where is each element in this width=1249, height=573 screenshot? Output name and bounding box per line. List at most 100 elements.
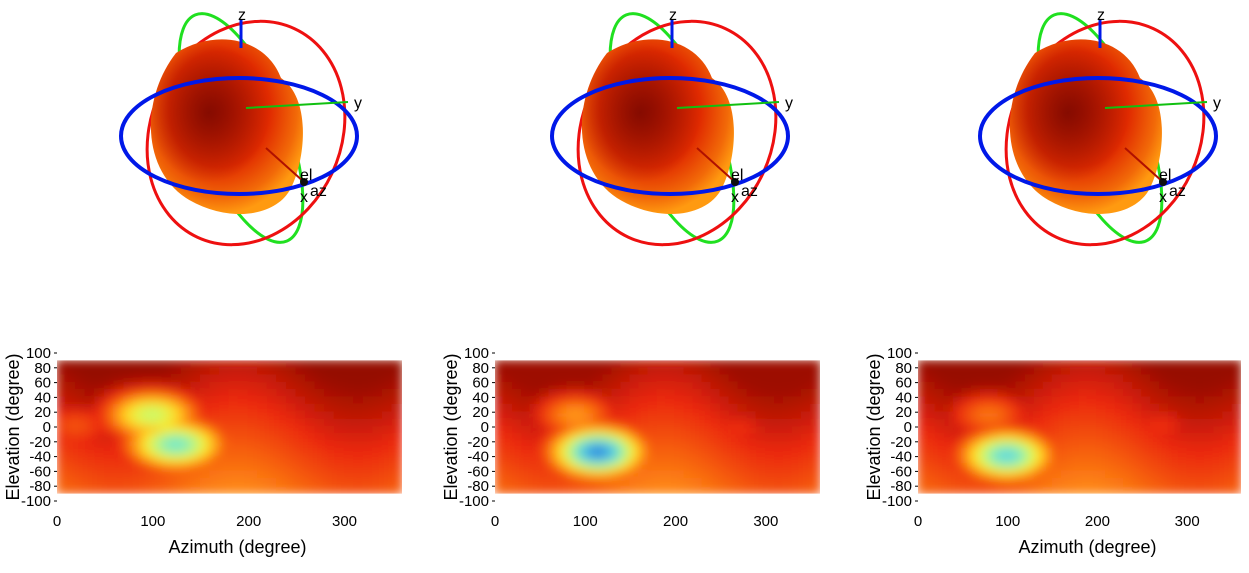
heatmap-cell [728,396,740,406]
heatmap-cell [728,418,740,428]
heatmap-cell [57,463,68,473]
heatmap-cell [1024,381,1036,391]
heatmap-cell [791,411,803,421]
heatmap-cell [1060,448,1072,458]
heatmap-cell [1114,374,1126,384]
heatmap-cell [1087,389,1099,399]
heatmap-cell [1087,396,1099,406]
heatmap-cell [276,477,288,488]
heatmap-cell [943,403,955,414]
heatmap-cell [381,411,394,421]
heatmap-cell [970,396,982,406]
heatmap-cell [1105,403,1117,414]
heatmap-cell [1096,366,1108,377]
heatmap-cell [1105,374,1117,384]
heatmap-cell [979,485,991,494]
heatmap-cell [228,411,241,421]
heatmap-cell [123,411,135,421]
heatmap-cell [276,463,288,473]
heatmap-cell [970,485,982,494]
heatmap-cell [692,477,704,488]
heatmap-cell [800,403,812,414]
heatmap-cell [548,411,560,421]
heatmap-cell [970,411,982,421]
y-tick-label: -80 [467,478,489,495]
heatmap-cell [343,426,356,436]
heatmap-cell [575,433,587,443]
heatmap-cell [548,389,560,399]
heatmap-cell [190,455,202,465]
heatmap-cell [1024,418,1036,428]
heatmap-cell [557,396,569,406]
heatmap-cell [773,366,785,377]
heatmap-cell [918,448,928,458]
heatmap-cell [113,381,126,391]
heatmap-cell [381,418,394,428]
heatmap-cell [997,433,1009,443]
heatmap-cell [65,374,78,384]
heatmap-cell [934,433,946,443]
heatmap-cell [333,389,346,399]
heatmap-cell [611,485,623,494]
heatmap-cell [171,433,183,443]
heatmap-cell [1168,463,1180,473]
heatmap-cell [199,477,212,488]
heatmap-cell [584,411,596,421]
heatmap-cell [1069,455,1081,465]
heatmap-cell [343,403,356,414]
heatmap-cell [548,463,560,473]
heatmap-cell [1114,470,1126,480]
heatmap-cell [372,433,384,443]
heatmap-cell [701,485,713,494]
heatmap-cell [719,477,731,488]
heatmap-cell [65,360,78,369]
heatmap-cell [247,366,260,377]
heatmap-cell [575,470,587,480]
heatmap-cell [1231,389,1241,399]
heatmap-cell [362,411,375,421]
heatmap-cell [1132,440,1144,451]
heatmap-cell [151,366,164,377]
heatmap-cell [1042,463,1054,473]
heatmap-cell [530,463,542,473]
heatmap-cell [1051,455,1063,465]
heatmap-cell [1186,426,1198,436]
heatmap-cell [123,470,135,480]
heatmap-cell [171,381,183,391]
heatmap-cell [918,433,928,443]
heatmap-cell [665,477,677,488]
heatmap-cell [728,403,740,414]
heatmap-cell [539,396,551,406]
heatmap-cell [286,389,298,399]
heatmap-cell [970,360,982,369]
heatmap-cell [737,403,749,414]
heatmap-cell [1177,381,1189,391]
heatmap-cell [1177,448,1189,458]
heatmap-cell [103,411,116,421]
heatmap-cell [1033,389,1045,399]
heatmap-cell [719,418,731,428]
heatmap-cell [575,448,587,458]
heatmap-cell [75,360,87,369]
heatmap-cell [295,389,308,399]
heatmap-cell [809,477,820,488]
heatmap-cell [979,411,991,421]
heatmap-cell [773,455,785,465]
heatmap-cell [132,381,145,391]
heatmap-cell [575,455,587,465]
heatmap-cell [372,440,384,451]
heatmap-cell [791,418,803,428]
heatmap-cell [286,381,298,391]
heatmap-cell [665,389,677,399]
heatmap-cell [1186,477,1198,488]
heatmap-cell [647,381,659,391]
heatmap-cell [132,477,145,488]
equator-ring [978,76,1218,196]
heatmap-cell [997,440,1009,451]
heatmap-cell [638,470,650,480]
heatmap-cell [1051,485,1063,494]
heatmap-cell [1222,360,1234,369]
heatmap-cell [94,396,106,406]
heatmap-cell [1186,360,1198,369]
heatmap-cell [773,448,785,458]
